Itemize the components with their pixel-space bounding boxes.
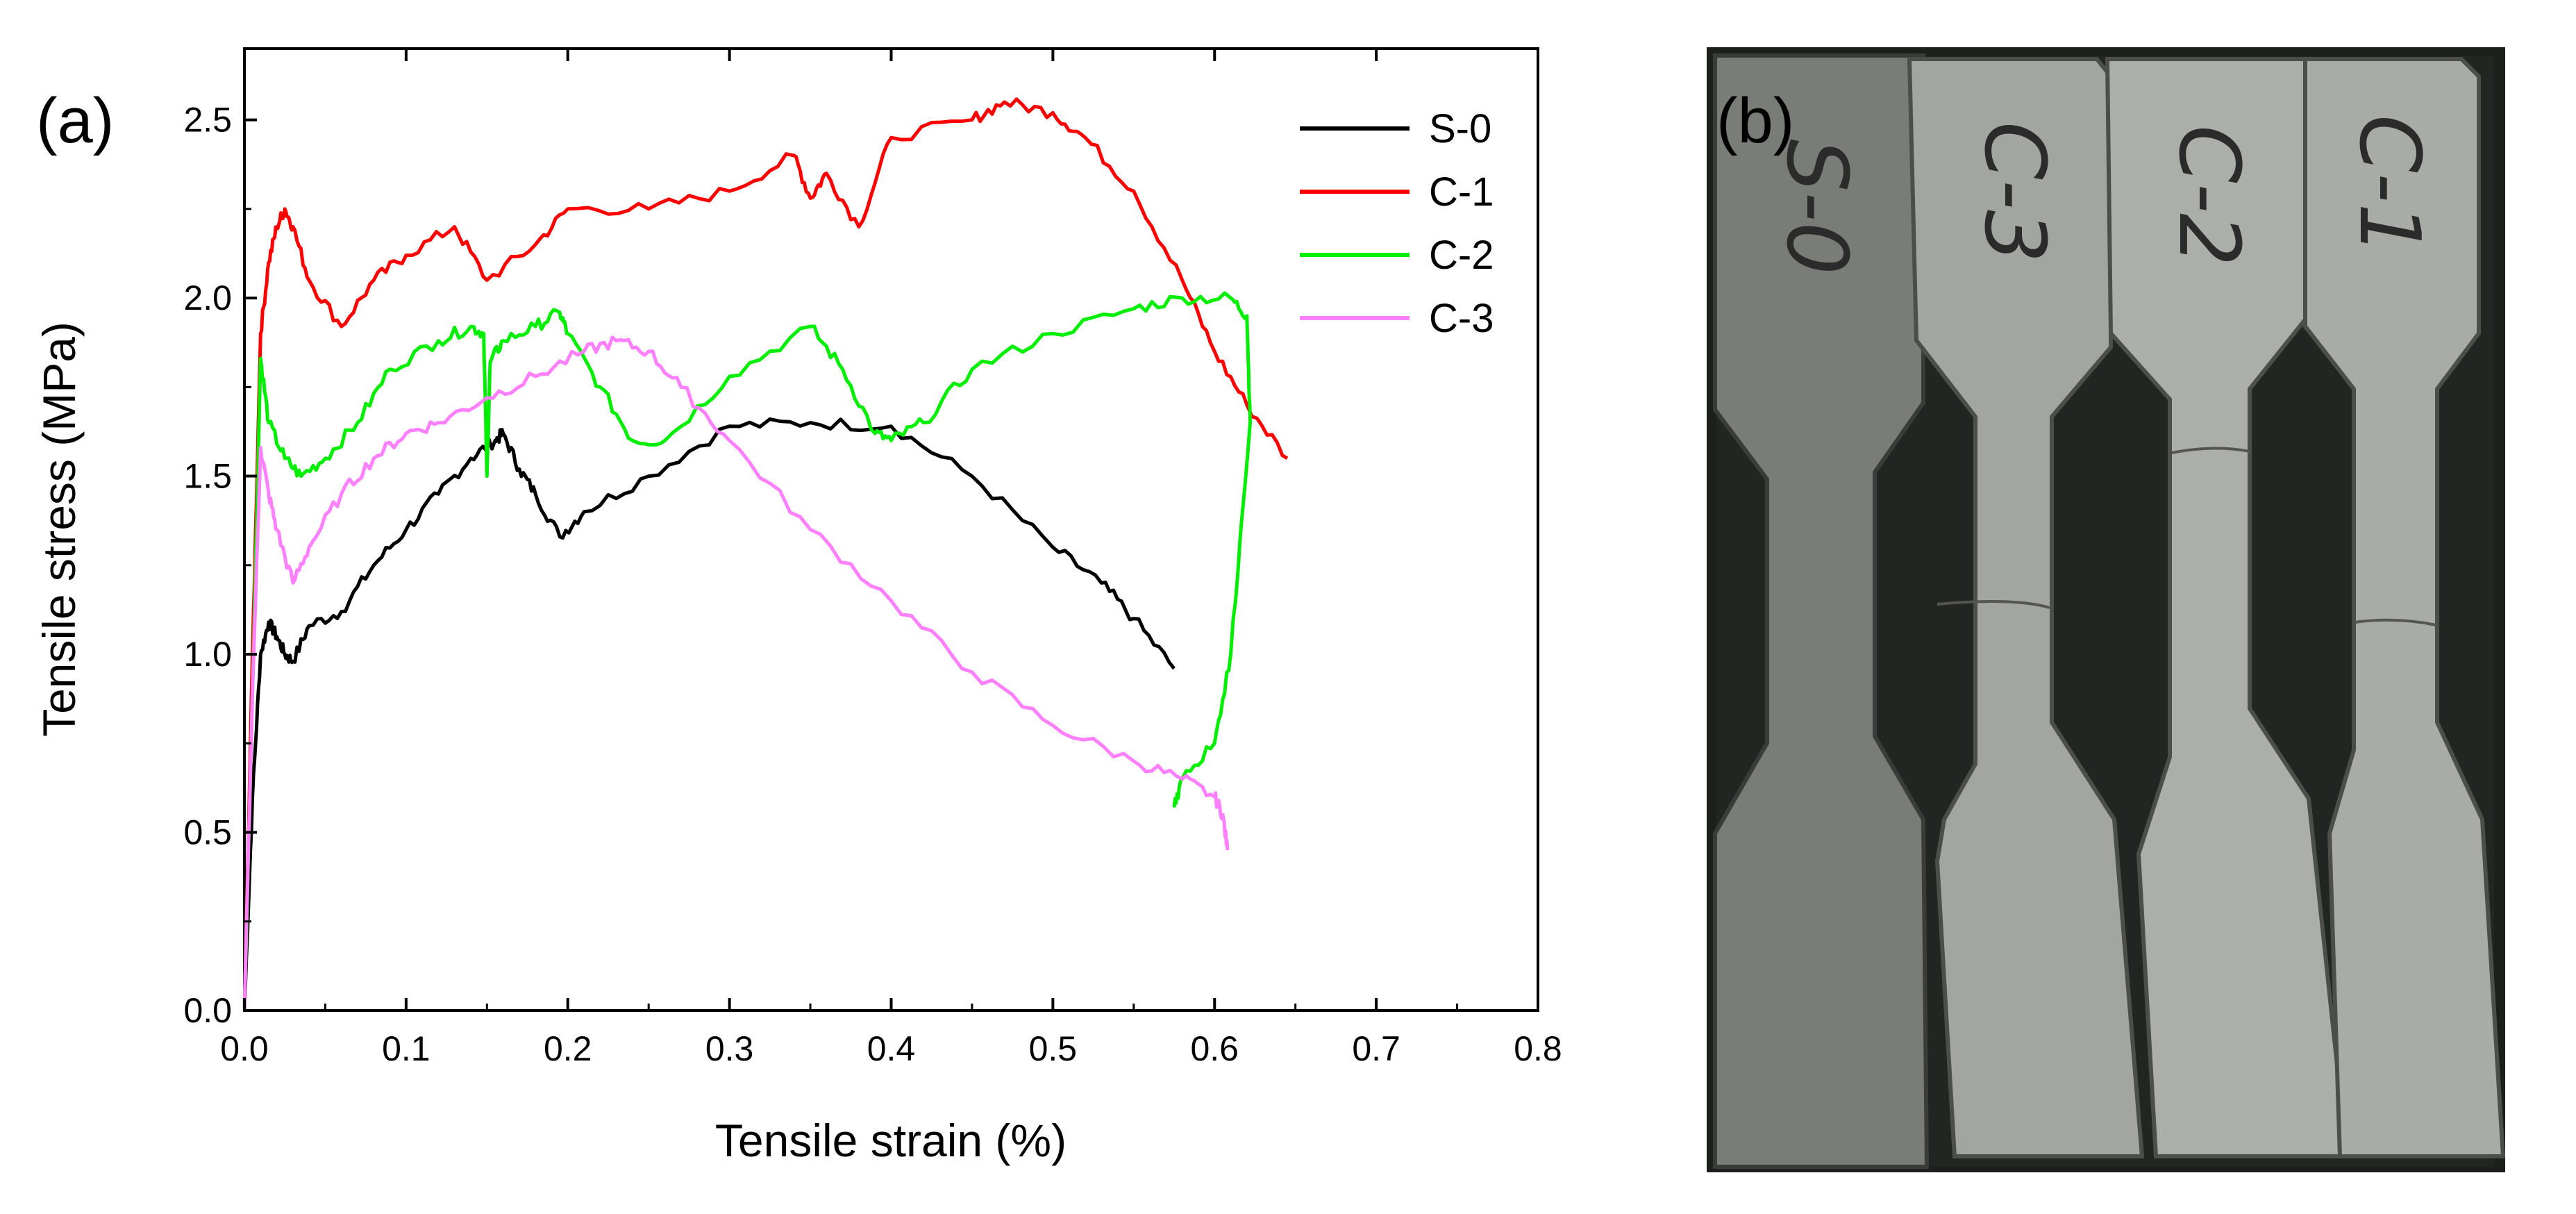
specimen-label-c2: C-2 — [2160, 125, 2257, 266]
series-line-c-2 — [242, 291, 1252, 1011]
series-line-c-3 — [242, 335, 1230, 1011]
y-tick-label: 0.5 — [183, 813, 232, 852]
x-tick-label: 0.4 — [867, 1029, 916, 1068]
series-layer — [242, 97, 1289, 1011]
specimen-label-c1: C-1 — [2341, 115, 2437, 256]
specimen-label-s0: S-0 — [1768, 139, 1864, 275]
x-tick-label: 0.3 — [705, 1029, 754, 1068]
legend-label-c-3: C-3 — [1429, 296, 1494, 341]
series-line-s-0 — [242, 417, 1176, 1011]
x-tick-label: 0.2 — [544, 1029, 592, 1068]
y-tick-label: 1.5 — [183, 457, 232, 496]
y-axis-ticks: 0.0 0.5 1.0 1.5 2.0 2.5 — [183, 101, 257, 1030]
series-line-c-1 — [242, 97, 1289, 1011]
x-tick-label: 0.0 — [220, 1029, 269, 1068]
plot-area: 0.0 0.1 0.2 0.3 0.4 0.5 0.6 0.7 0.8 0.0 0.5 1.0 1.5… — [183, 47, 1562, 1068]
x-tick-label: 0.7 — [1352, 1029, 1400, 1068]
crack-mark-c2 — [2171, 447, 2250, 454]
legend-label-s-0: S-0 — [1429, 106, 1491, 151]
crack-mark-c1 — [2355, 618, 2436, 626]
legend-label-c-1: C-1 — [1429, 169, 1494, 215]
x-axis-label: Tensile strain (%) — [715, 1115, 1067, 1166]
y-tick-label: 1.0 — [183, 635, 232, 674]
panel-b-label: (b) — [1716, 85, 1794, 156]
legend-label-c-2: C-2 — [1429, 233, 1494, 278]
y-tick-label: 0.0 — [183, 991, 232, 1030]
x-tick-label: 0.5 — [1029, 1029, 1078, 1068]
x-tick-label: 0.6 — [1190, 1029, 1239, 1068]
y-tick-label: 2.0 — [183, 278, 232, 317]
crack-mark-c3 — [1937, 600, 2050, 609]
specimen-label-c3: C-3 — [1966, 122, 2062, 263]
y-tick-label: 2.5 — [183, 101, 232, 140]
x-axis-ticks: 0.0 0.1 0.2 0.3 0.4 0.5 0.6 0.7 0.8 — [220, 49, 1562, 1068]
x-tick-label: 0.8 — [1514, 1029, 1562, 1068]
legend: S-0 C-1 C-2 C-3 — [1300, 106, 1494, 341]
x-tick-label: 0.1 — [382, 1029, 430, 1068]
specimen-c1 — [2303, 57, 2506, 1158]
panel-a-label: (a) — [36, 85, 114, 156]
specimen-photo: S-0 C-3 C-2 C-1 — [1707, 47, 2506, 1172]
specimen-s0 — [1713, 53, 1930, 1169]
y-axis-label: Tensile stress (MPa) — [33, 322, 85, 737]
